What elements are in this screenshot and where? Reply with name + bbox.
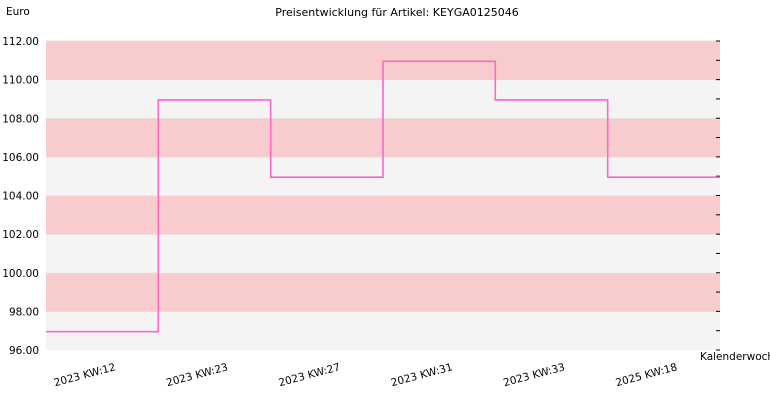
x-tick-label: 2023 KW:23 <box>165 361 229 389</box>
grid-band <box>46 311 720 350</box>
x-tick-label: 2023 KW:27 <box>277 361 341 389</box>
x-axis-ticks: 2023 KW:12 2023 KW:23 2023 KW:27 2023 KW:31… <box>53 361 679 389</box>
y-tick-label: 106.00 <box>2 152 39 164</box>
y-tick-label: 110.00 <box>2 75 39 87</box>
y-axis-label: Euro <box>6 6 30 18</box>
x-axis-label: Kalenderwoche <box>700 351 770 363</box>
y-tick-label: 100.00 <box>2 268 39 280</box>
y-tick-label: 108.00 <box>2 113 39 125</box>
y-tick-label: 98.00 <box>9 306 39 318</box>
x-tick-label: 2023 KW:31 <box>390 361 454 389</box>
right-axis-ticks <box>716 40 720 351</box>
grid-band <box>46 234 720 273</box>
y-tick-label: 102.00 <box>2 229 39 241</box>
x-tick-label: 2023 KW:33 <box>502 361 566 389</box>
y-tick-label: 104.00 <box>2 191 39 203</box>
series-group <box>46 60 720 333</box>
price-step-line <box>46 60 720 333</box>
y-axis-ticks: 96.00 98.00 100.00 102.00 104.00 106.00 108.00… <box>2 36 39 357</box>
grid-band <box>46 272 720 312</box>
y-tick-label: 96.00 <box>9 345 39 357</box>
x-tick-label: 2025 KW:18 <box>614 361 678 389</box>
x-tick-label: 2023 KW:12 <box>53 361 117 389</box>
y-tick-label: 112.00 <box>2 36 39 48</box>
grid-band <box>46 195 720 235</box>
chart-title: Preisentwicklung für Artikel: KEYGA01250… <box>275 6 518 19</box>
